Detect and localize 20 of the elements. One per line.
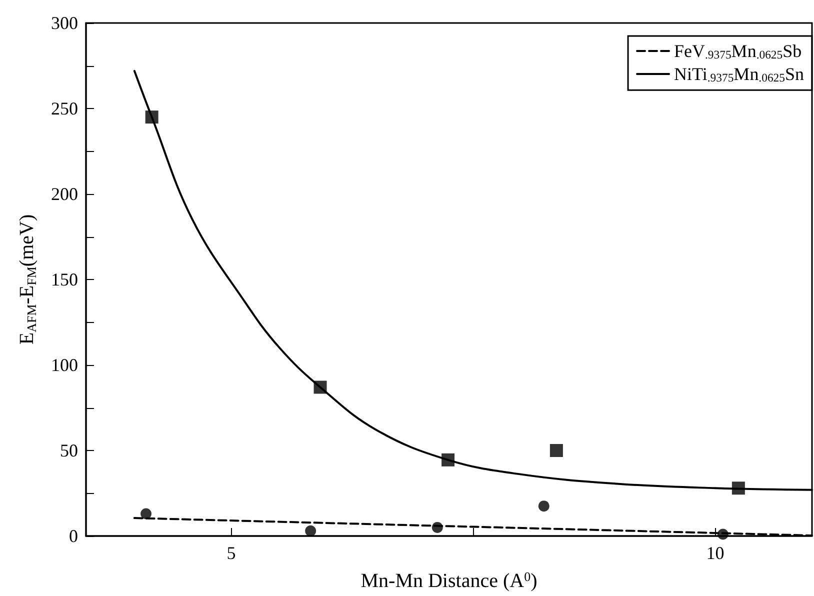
point (732, 482, 745, 495)
point (305, 525, 316, 536)
y-tick-label: 300 (51, 13, 78, 33)
point (538, 500, 550, 512)
y-tick-label: 250 (51, 98, 78, 118)
point (314, 380, 327, 394)
y-tick-label: 200 (51, 184, 78, 204)
y-axis-title: EAFM-EFM(meV) (16, 214, 39, 345)
point (717, 528, 728, 540)
y-tick-label: 50 (60, 440, 78, 460)
point (432, 522, 443, 533)
point (145, 110, 158, 124)
y-tick-label: 0 (69, 526, 78, 546)
x-tick-label: 5 (226, 543, 236, 563)
point (550, 444, 563, 457)
x-tick-label: 10 (706, 543, 724, 563)
y-tick-label: 150 (51, 270, 78, 290)
point (442, 453, 455, 466)
y-tick-label: 100 (51, 355, 78, 375)
point (140, 508, 152, 520)
